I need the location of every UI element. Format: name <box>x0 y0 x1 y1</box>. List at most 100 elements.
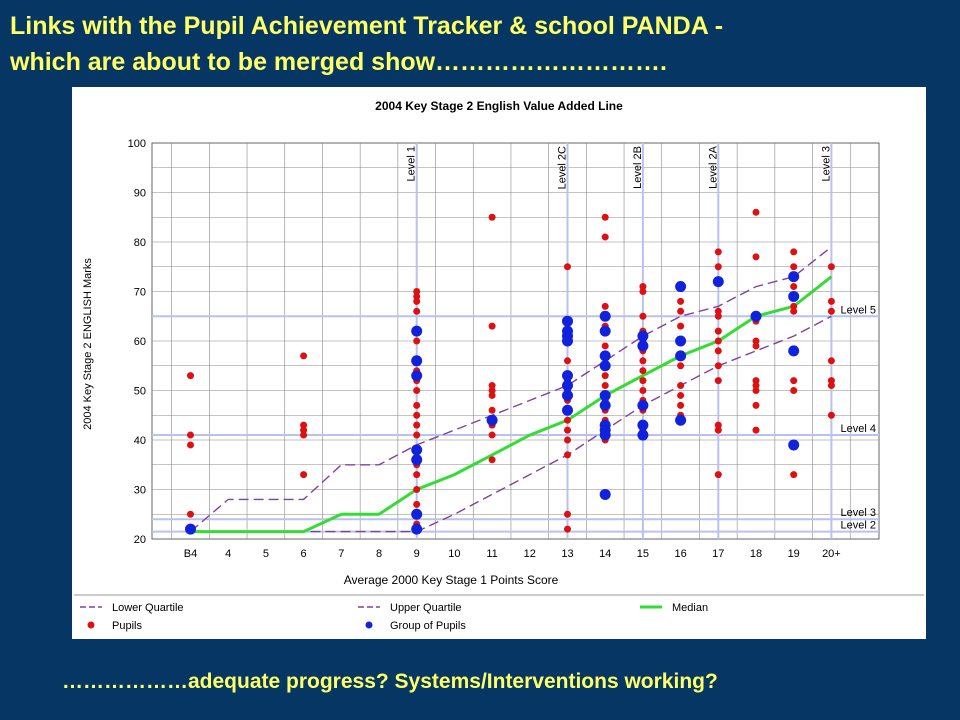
pupil-point <box>827 307 835 315</box>
vertical-level-label: Level 2A <box>707 145 719 188</box>
horizontal-level-label: Level 4 <box>841 423 876 435</box>
x-tick-label: 6 <box>301 548 307 560</box>
pupil-point <box>714 263 722 271</box>
x-axis-label: Average 2000 Key Stage 1 Points Score <box>344 573 559 587</box>
pupil-point <box>790 377 798 385</box>
group-point <box>750 310 762 322</box>
vertical-level-label: Level 1 <box>406 146 418 181</box>
group-point <box>411 370 423 382</box>
chart-legend: Lower Quartile Upper Quartile Median Pupils… <box>80 602 708 632</box>
pupil-point <box>752 253 760 261</box>
pupil-point <box>564 451 571 459</box>
pupil-point <box>300 431 308 439</box>
y-tick-label: 80 <box>134 237 146 249</box>
group-point <box>599 429 611 441</box>
chart-axes: 20 30 40 50 60 70 80 90 100 B4 4 5 6 7 8 9 10 11 12 13 14 15 1… <box>128 138 841 560</box>
pupil-point <box>790 248 798 256</box>
group-point <box>562 389 573 401</box>
pupil-point <box>790 283 798 291</box>
y-axis-label: 2004 Key Stage 2 ENGLISH Marks <box>82 258 94 430</box>
x-tick-label: 15 <box>637 548 649 560</box>
pupil-point <box>714 337 722 345</box>
group-point <box>599 310 611 322</box>
group-point <box>788 271 800 283</box>
pupil-point <box>677 382 685 390</box>
value-added-chart: 2004 Key Stage 2 English Value Added Lin… <box>74 99 924 632</box>
x-tick-label: 10 <box>448 548 460 560</box>
pupil-point <box>564 510 571 518</box>
group-point <box>675 350 687 362</box>
pupil-point <box>601 342 609 350</box>
pupil-point <box>827 263 835 271</box>
pupil-point <box>752 337 760 345</box>
pupil-point <box>790 471 798 479</box>
pupil-point <box>714 377 722 385</box>
chart-panel: 2004 Key Stage 2 English Value Added Lin… <box>72 87 926 639</box>
pupil-point <box>488 431 496 439</box>
pupil-point <box>752 401 760 409</box>
group-point <box>637 419 649 431</box>
pupil-point <box>300 426 308 434</box>
pupil-point <box>564 416 571 424</box>
pupil-point <box>752 377 760 385</box>
legend-label: Upper Quartile <box>390 602 462 614</box>
x-tick-label: 11 <box>486 548 497 560</box>
pupil-point <box>790 307 798 315</box>
group-point <box>675 414 687 426</box>
y-tick-label: 60 <box>134 336 146 348</box>
pupil-point <box>488 391 496 399</box>
horizontal-level-label: Level 5 <box>841 304 876 316</box>
vertical-level-label: Level 2B <box>632 146 644 189</box>
pupil-point <box>413 288 421 295</box>
pupil-point <box>639 387 647 394</box>
slide-footer: ………………adequate progress? Systems/Interve… <box>62 670 718 693</box>
pupil-point <box>413 500 421 508</box>
chart-title: 2004 Key Stage 2 English Value Added Lin… <box>375 99 623 113</box>
pupil-point <box>639 367 647 375</box>
pupil-point <box>488 382 496 390</box>
group-point <box>599 488 611 500</box>
slide-title-line-1: Links with the Pupil Achievement Tracker… <box>10 12 724 40</box>
pupil-point <box>564 436 571 444</box>
pupil-point <box>714 362 722 370</box>
pupil-point <box>714 347 722 355</box>
pupil-point <box>827 382 835 390</box>
group-point <box>788 439 800 451</box>
pupil-point <box>827 357 835 365</box>
pupil-point <box>413 297 421 305</box>
pupil-point <box>790 302 798 310</box>
pupil-point <box>752 208 760 216</box>
pupil-point <box>413 337 421 345</box>
pupil-point <box>413 307 421 315</box>
pupil-point <box>677 362 685 370</box>
group-point <box>637 399 649 411</box>
x-tick-label: 7 <box>338 548 344 560</box>
group-point <box>486 414 498 426</box>
pupil-point <box>564 525 571 533</box>
x-tick-label: 20+ <box>822 548 841 560</box>
pupil-point <box>413 292 421 300</box>
pupil-point <box>714 312 722 320</box>
legend-label: Pupils <box>112 620 142 632</box>
group-point <box>788 345 800 357</box>
x-tick-label: 18 <box>750 548 762 560</box>
pupil-point <box>488 322 496 330</box>
pupil-point <box>827 411 835 419</box>
group-point <box>637 330 649 342</box>
pupil-point <box>413 486 421 493</box>
pupil-point <box>677 297 685 305</box>
pupil-point <box>677 307 685 315</box>
vertical-level-label: Level 3 <box>820 146 832 181</box>
group-point <box>599 350 611 362</box>
x-tick-label: 4 <box>225 548 231 560</box>
pupil-point <box>714 248 722 256</box>
group-point <box>562 370 573 382</box>
pupil-point <box>187 441 194 449</box>
pupil-point <box>677 322 685 330</box>
x-tick-label: 16 <box>674 548 686 560</box>
pupil-point <box>601 382 609 390</box>
pupil-point <box>639 377 647 385</box>
pupil-point <box>752 382 760 390</box>
pupil-point <box>187 372 194 380</box>
group-point <box>411 444 423 456</box>
